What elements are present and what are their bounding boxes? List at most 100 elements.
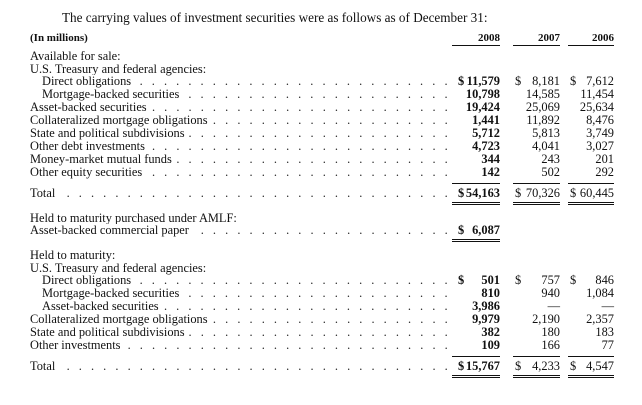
dot-leader: . . . . . . . . . . . . . . . . . . . . … xyxy=(30,360,448,373)
afs-total-rule-bottom2-2007 xyxy=(513,204,560,205)
row-label-text: Collateralized mortgage obligations xyxy=(30,313,211,326)
afs-total-rule-bottom2-2006 xyxy=(568,204,614,205)
afs-total-rule-bottom-2008 xyxy=(452,202,500,203)
table-row: Direct obligations. . . . . . . . . . . … xyxy=(0,75,642,88)
cell-value: 201 xyxy=(595,152,614,166)
cell-value: 382 xyxy=(481,325,500,339)
row-label: Other equity securities. . . . . . . . .… xyxy=(30,166,448,179)
year-header-2006: 2006 xyxy=(592,32,614,44)
cell-value: 3,986 xyxy=(472,299,500,313)
dot-leader: . . . . . . . . . . . . . . . . . . . . … xyxy=(30,187,448,200)
cell-value: 2,357 xyxy=(586,312,614,326)
header-rule-2008 xyxy=(452,45,500,46)
row-label-text: State and political subdivisions xyxy=(30,326,188,339)
cell-value: 4,233 xyxy=(532,359,560,373)
afs-total-rule-top-2006 xyxy=(568,183,614,184)
units-label: (In millions) xyxy=(30,32,88,44)
htm-total-rule-bottom2-2008 xyxy=(452,377,500,378)
dollar-sign: $ xyxy=(515,186,522,200)
row-label-text: Direct obligations xyxy=(42,274,135,287)
cell-value: 846 xyxy=(595,273,614,287)
table-row: Direct obligations. . . . . . . . . . . … xyxy=(0,274,642,287)
table-row: Total. . . . . . . . . . . . . . . . . .… xyxy=(0,187,642,200)
cell-value: 11,454 xyxy=(580,87,614,101)
cell-value: 183 xyxy=(595,325,614,339)
table-row: Collateralized mortgage obligations. . .… xyxy=(0,114,642,127)
row-label: State and political subdivisions. . . . … xyxy=(30,326,448,339)
cell-value: 15,767 xyxy=(465,359,500,373)
cell-value: 7,612 xyxy=(586,74,614,88)
htm-total-rule-top-2007 xyxy=(513,356,560,357)
dollar-sign: $ xyxy=(515,273,522,287)
dollar-sign: $ xyxy=(458,273,465,287)
cell-value: — xyxy=(601,299,614,313)
row-label: Asset-backed commercial paper. . . . . .… xyxy=(30,224,448,237)
dot-leader: . . . . . . . . . . . . . . . . . . . . … xyxy=(42,75,448,88)
row-label: Asset-backed securities. . . . . . . . .… xyxy=(30,101,448,114)
table-row: Mortgage-backed securities. . . . . . . … xyxy=(0,287,642,300)
row-label-text: Total xyxy=(30,187,59,200)
row-label: Total. . . . . . . . . . . . . . . . . .… xyxy=(30,360,448,373)
dollar-sign: $ xyxy=(458,74,465,88)
htm-heading: Held to maturity: xyxy=(30,248,116,262)
table-row: State and political subdivisions. . . . … xyxy=(0,326,642,339)
header-rule-2006 xyxy=(568,45,614,46)
cell-value: 243 xyxy=(541,152,560,166)
dollar-sign: $ xyxy=(458,223,465,237)
row-label-text: Other equity securities xyxy=(30,166,146,179)
cell-value: 501 xyxy=(481,273,500,287)
cell-value: 9,979 xyxy=(472,312,500,326)
year-header-2008: 2008 xyxy=(478,32,500,44)
afs-total-rule-bottom-2007 xyxy=(513,202,560,203)
table-row: Asset-backed commercial paper. . . . . .… xyxy=(0,224,642,237)
htm-total-rule-bottom2-2006 xyxy=(568,377,614,378)
table-row: Other debt investments. . . . . . . . . … xyxy=(0,140,642,153)
cell-value: 180 xyxy=(541,325,560,339)
header-rule-2007 xyxy=(513,45,560,46)
afs-total-rule-top-2008 xyxy=(452,183,500,184)
cell-value: 2,190 xyxy=(532,312,560,326)
amlf-rule-2 xyxy=(452,241,500,242)
amlf-rule-1 xyxy=(452,239,500,240)
table-row: State and political subdivisions. . . . … xyxy=(0,127,642,140)
htm-total-rule-bottom2-2007 xyxy=(513,377,560,378)
table-row: Other investments. . . . . . . . . . . .… xyxy=(0,339,642,352)
row-label: Total. . . . . . . . . . . . . . . . . .… xyxy=(30,187,448,200)
htm-total-rule-bottom-2007 xyxy=(513,375,560,376)
cell-value: 54,163 xyxy=(465,186,500,200)
row-label: Mortgage-backed securities. . . . . . . … xyxy=(42,88,448,101)
table-row: Total. . . . . . . . . . . . . . . . . .… xyxy=(0,360,642,373)
cell-value: 810 xyxy=(481,286,500,300)
cell-value: 5,813 xyxy=(532,126,560,140)
afs-heading: Available for sale: xyxy=(30,49,121,63)
table-row: Asset-backed securities. . . . . . . . .… xyxy=(0,300,642,313)
cell-value: 77 xyxy=(601,338,614,352)
row-label-text: Mortgage-backed securities xyxy=(42,287,183,300)
cell-value: 142 xyxy=(481,165,500,179)
table-row: Collateralized mortgage obligations. . .… xyxy=(0,313,642,326)
dollar-sign: $ xyxy=(570,359,577,373)
intro-text: The carrying values of investment securi… xyxy=(62,10,488,25)
row-label-text: Asset-backed securities xyxy=(42,300,162,313)
row-label: Mortgage-backed securities. . . . . . . … xyxy=(42,287,448,300)
row-label-text: Direct obligations xyxy=(42,75,135,88)
dollar-sign: $ xyxy=(570,186,577,200)
dollar-sign: $ xyxy=(515,74,522,88)
row-label-text: Total xyxy=(30,360,59,373)
cell-value: 292 xyxy=(595,165,614,179)
cell-value: 8,476 xyxy=(586,113,614,127)
cell-value: 4,547 xyxy=(586,359,614,373)
cell-value: 10,798 xyxy=(465,87,500,101)
amlf-heading: Held to maturity purchased under AMLF: xyxy=(30,211,237,225)
row-label-text: Asset-backed securities xyxy=(30,101,150,114)
row-label: Asset-backed securities. . . . . . . . .… xyxy=(42,300,448,313)
dollar-sign: $ xyxy=(458,186,465,200)
row-label: Money-market mutual funds. . . . . . . .… xyxy=(30,153,448,166)
cell-value: 109 xyxy=(481,338,500,352)
row-label-text: Asset-backed commercial paper xyxy=(30,224,192,237)
row-label: Other investments. . . . . . . . . . . .… xyxy=(30,339,448,352)
cell-value: 25,069 xyxy=(525,100,560,114)
row-label-text: Money-market mutual funds xyxy=(30,153,175,166)
dot-leader: . . . . . . . . . . . . . . . . . . . . … xyxy=(42,274,448,287)
